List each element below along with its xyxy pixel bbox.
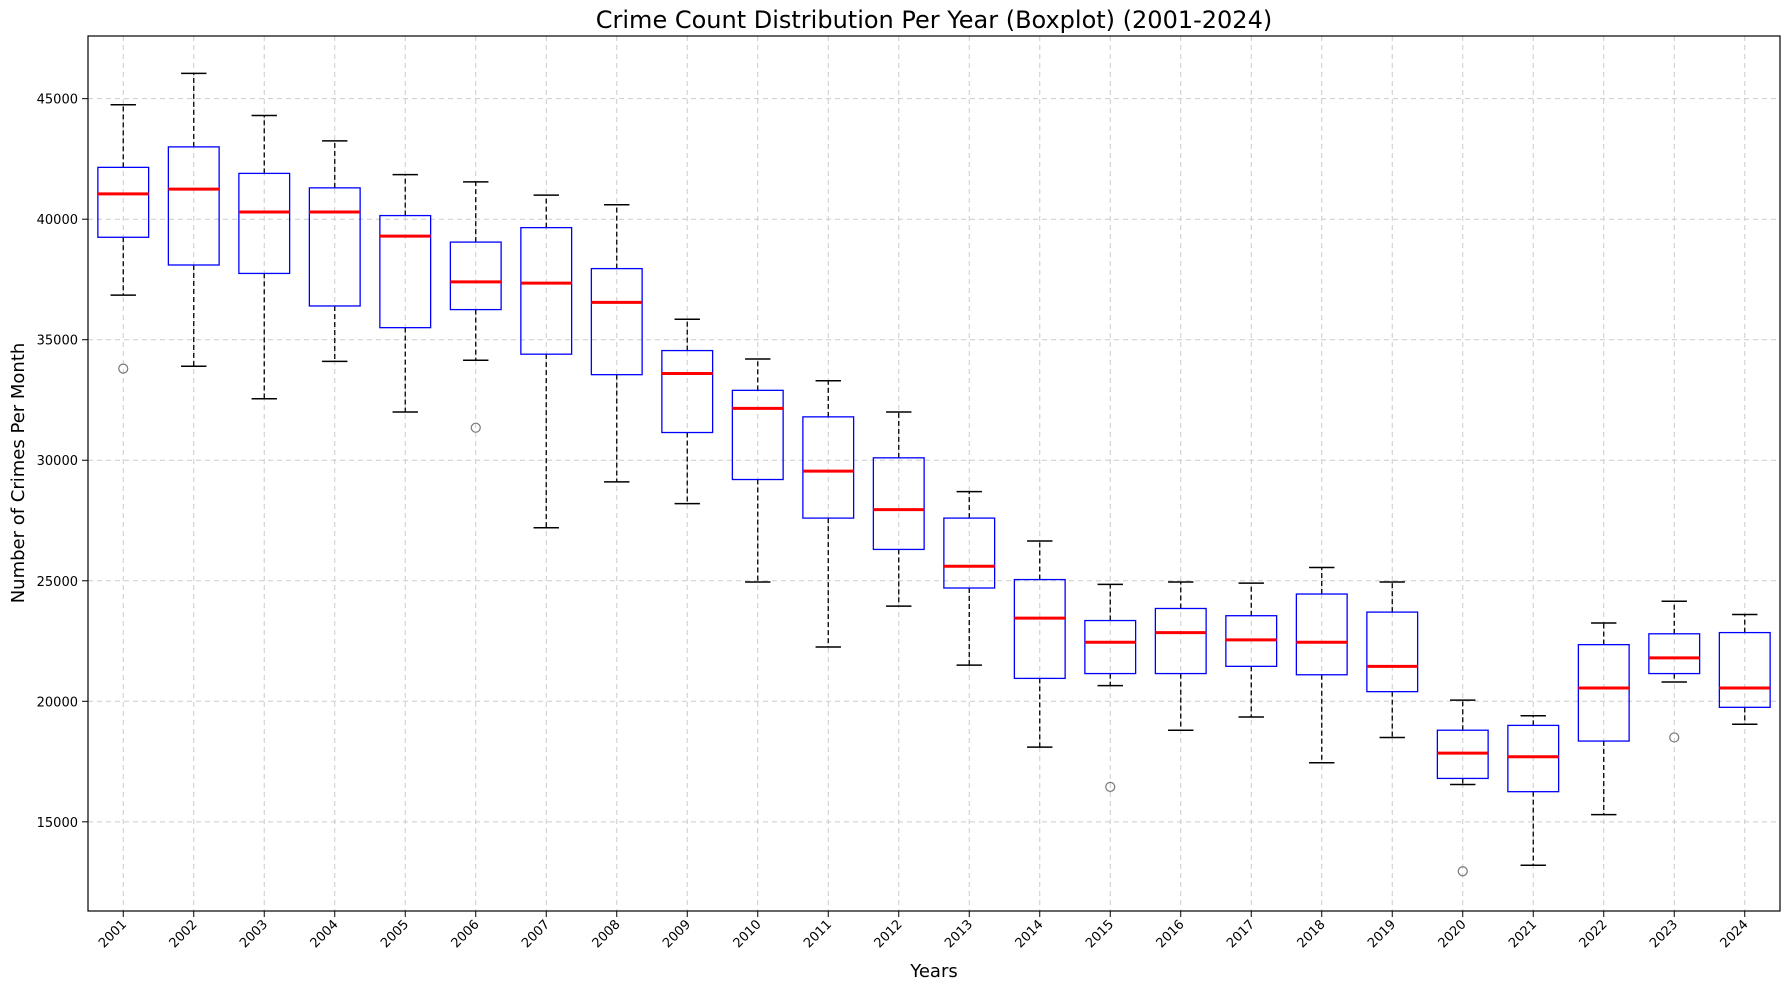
- x-tick-label: 2020: [1436, 917, 1470, 951]
- iqr-box: [238, 172, 291, 275]
- grid-lines: [88, 36, 1780, 911]
- outlier-point: [1669, 732, 1680, 743]
- iqr-box: [1154, 607, 1207, 675]
- y-axis-label: Number of Crimes Per Month: [8, 343, 29, 604]
- y-tick-label: 40000: [37, 213, 78, 228]
- box-2016: [1154, 581, 1207, 731]
- x-tick-label: 2003: [237, 917, 271, 951]
- box-2022: [1577, 622, 1630, 816]
- box-2012: [872, 411, 925, 607]
- x-tick-label: 2004: [308, 917, 342, 951]
- iqr-box: [449, 241, 502, 311]
- iqr-box: [1718, 631, 1771, 708]
- x-tick-label: 2019: [1365, 917, 1399, 951]
- y-tick-label: 30000: [37, 454, 78, 469]
- box-2001: [97, 103, 150, 374]
- iqr-box: [167, 146, 220, 266]
- iqr-box: [872, 457, 925, 551]
- y-tick-label: 20000: [37, 695, 78, 710]
- x-tick-label: 2009: [660, 917, 694, 951]
- x-tick-label: 2010: [731, 917, 765, 951]
- iqr-box: [661, 349, 714, 434]
- x-tick-label: 2016: [1154, 917, 1188, 951]
- y-tick-label: 35000: [37, 334, 78, 349]
- box-2020: [1436, 699, 1489, 877]
- x-tick-label: 2013: [942, 917, 976, 951]
- iqr-box: [1013, 578, 1066, 680]
- x-tick-label: 2005: [378, 917, 412, 951]
- box-2014: [1013, 540, 1066, 748]
- iqr-box: [590, 267, 643, 376]
- iqr-box: [802, 416, 855, 519]
- box-2024: [1718, 613, 1771, 725]
- plot-frame: [87, 35, 1781, 912]
- box-2017: [1225, 582, 1278, 718]
- box-2003: [238, 114, 291, 400]
- x-tick-label: 2014: [1013, 917, 1047, 951]
- iqr-box: [379, 214, 432, 329]
- iqr-box: [1084, 619, 1137, 675]
- box-2018: [1295, 566, 1348, 764]
- iqr-box: [520, 226, 573, 355]
- box-2015: [1084, 583, 1137, 792]
- box-2021: [1507, 715, 1560, 866]
- x-tick-label: 2023: [1647, 917, 1681, 951]
- box-2002: [167, 72, 220, 367]
- x-tick-label: 2024: [1718, 917, 1752, 951]
- x-tick-label: 2017: [1224, 917, 1258, 951]
- box-2005: [379, 173, 432, 413]
- x-tick-label: 2021: [1506, 917, 1540, 951]
- boxes: [97, 72, 1771, 877]
- box-2008: [590, 203, 643, 483]
- x-axis-label: Years: [909, 961, 958, 982]
- iqr-box: [943, 517, 996, 589]
- outlier-point: [118, 363, 129, 374]
- iqr-box: [1295, 593, 1348, 676]
- iqr-box: [731, 389, 784, 481]
- box-2013: [943, 490, 996, 666]
- x-tick-label: 2007: [519, 917, 553, 951]
- x-tick-label: 2015: [1083, 917, 1117, 951]
- y-tick-label: 25000: [37, 575, 78, 590]
- box-2009: [661, 318, 714, 505]
- y-tick-label: 45000: [37, 93, 78, 108]
- x-tick-label: 2001: [96, 917, 130, 951]
- outlier-point: [470, 422, 481, 433]
- x-tick-label: 2011: [801, 917, 835, 951]
- x-tick-label: 2018: [1295, 917, 1329, 951]
- box-2023: [1648, 600, 1701, 743]
- x-tick-label: 2022: [1577, 917, 1611, 951]
- iqr-box: [1366, 611, 1419, 693]
- y-tick-label: 15000: [37, 816, 78, 831]
- x-tick-label: 2002: [167, 917, 201, 951]
- x-tick-label: 2006: [449, 917, 483, 951]
- axis-ticks: 15000 20000 25000 30000 35000 40000 45000 2001 2…: [37, 93, 1752, 952]
- box-2004: [308, 140, 361, 363]
- iqr-box: [1507, 724, 1560, 793]
- box-2007: [520, 194, 573, 529]
- x-tick-label: 2008: [590, 917, 624, 951]
- box-2010: [731, 358, 784, 583]
- box-2011: [802, 379, 855, 648]
- iqr-box: [308, 187, 361, 307]
- box-2019: [1366, 581, 1419, 739]
- box-2006: [449, 181, 502, 433]
- outlier-point: [1105, 781, 1116, 792]
- iqr-box: [1577, 643, 1630, 742]
- iqr-box: [97, 166, 150, 238]
- outlier-point: [1457, 866, 1468, 877]
- x-tick-label: 2012: [872, 917, 906, 951]
- iqr-box: [1648, 633, 1701, 675]
- chart-title: Crime Count Distribution Per Year (Boxpl…: [596, 6, 1272, 34]
